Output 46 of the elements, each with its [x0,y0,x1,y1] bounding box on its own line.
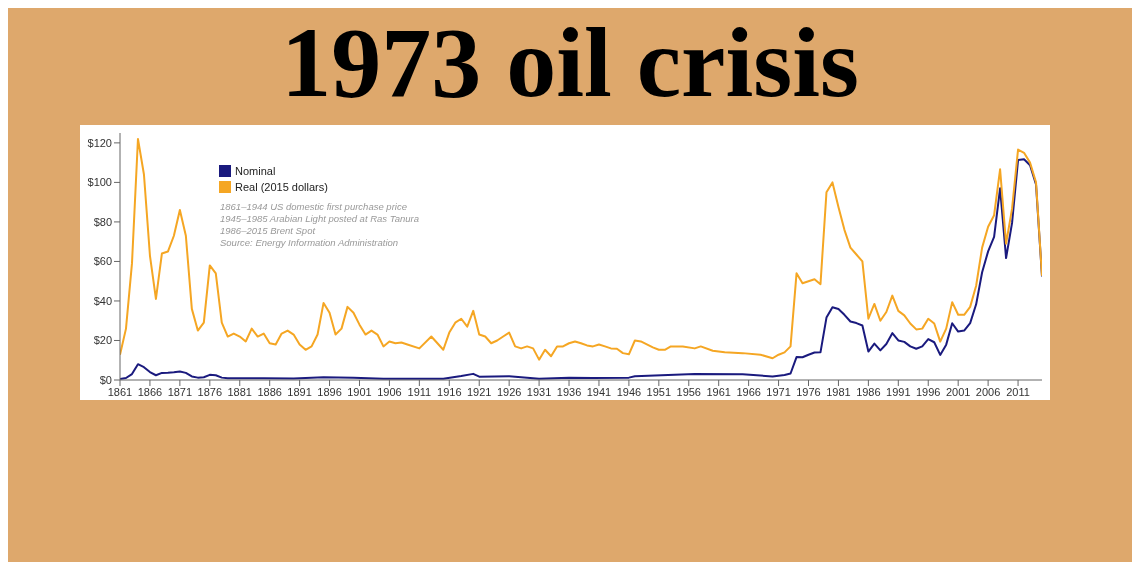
x-tick-label: 1981 [826,385,851,398]
x-tick-label: 1956 [676,385,702,398]
annotation: 1861–1944 US domestic first purchase price [220,201,408,213]
x-tick-label: 1881 [227,385,252,398]
x-tick-label: 1926 [496,385,522,398]
y-tick-label: $20 [93,334,112,347]
y-tick-label: $60 [93,255,112,268]
x-tick-label: 2006 [975,385,1001,398]
annotation: Source: Energy Information Administration [220,237,400,249]
chart-title: 1973 oil crisis [280,7,860,118]
x-tick-label: 1966 [736,385,761,398]
annotation: 1945–1985 Arabian Light posted at Ras Tanura [220,213,419,225]
x-tick-label: 1866 [137,385,163,398]
x-tick-label: 1871 [167,385,193,398]
x-tick-label: 1946 [616,385,642,398]
y-tick-label: $0 [99,373,112,386]
x-tick-label: 1961 [706,385,731,398]
x-tick-label: 1916 [437,385,462,398]
legend-label: Nominal [235,164,276,179]
x-tick-label: 1876 [197,385,223,398]
legend-label: Real (2015 dollars) [235,180,328,195]
y-tick-label: $40 [93,294,112,307]
x-tick-label: 2001 [945,385,971,398]
y-tick-label: $100 [87,176,112,189]
x-tick-label: 1901 [347,385,372,398]
x-tick-label: 1906 [377,385,402,398]
x-tick-label: 1886 [257,385,282,398]
x-tick-label: 1986 [856,385,881,398]
x-tick-label: 1921 [466,385,492,398]
x-tick-label: 1936 [556,385,582,398]
x-tick-label: 1911 [407,385,432,398]
y-tick-label: $120 [87,136,112,149]
x-tick-label: 1976 [796,385,821,398]
x-tick-label: 1896 [317,385,342,398]
annotation: 1986–2015 Brent Spot [220,225,317,237]
x-tick-label: 2011 [1006,385,1030,398]
x-tick-label: 1971 [766,385,791,398]
x-tick-label: 1951 [646,385,672,398]
line-series [120,137,1042,361]
x-tick-label: 1941 [586,385,612,398]
x-tick-label: 1996 [916,385,941,398]
x-tick-label: 1991 [886,385,911,398]
x-tick-label: 1931 [526,385,552,398]
x-tick-label: 1891 [287,385,312,398]
x-tick-label: 1861 [107,385,133,398]
y-tick-label: $80 [93,215,112,228]
